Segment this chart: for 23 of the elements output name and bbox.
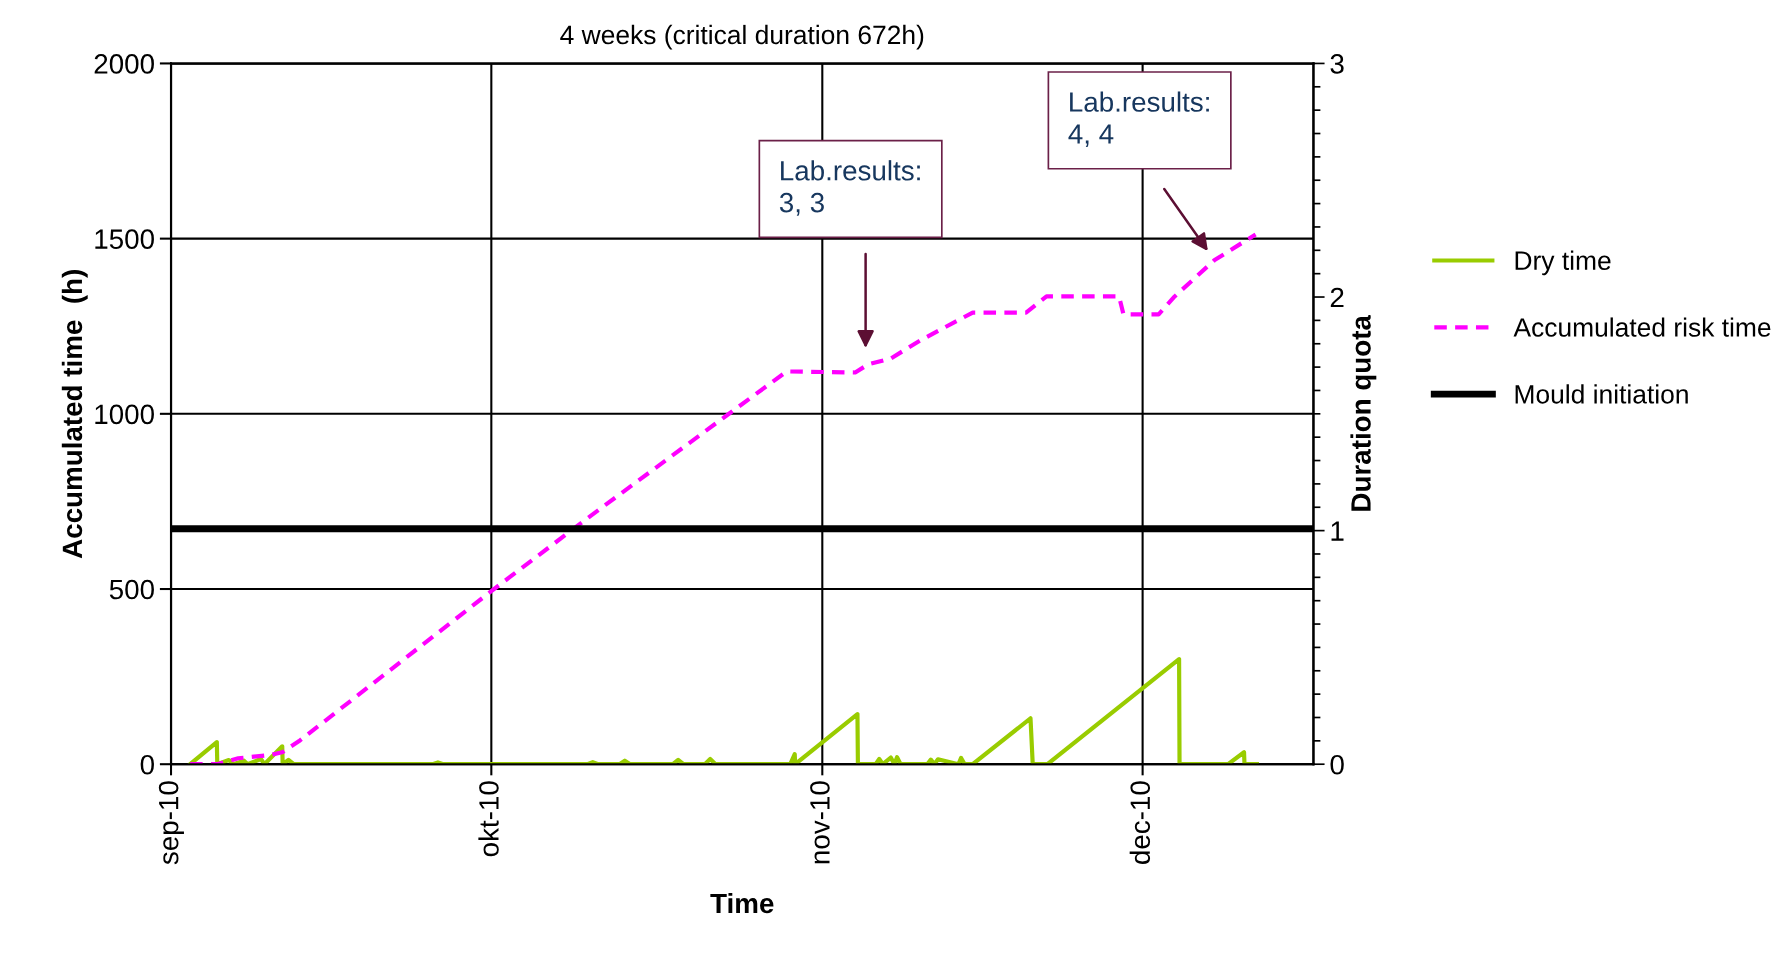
x-tick-label: dec-10 [1129,781,1151,864]
y2-tick-label: 2 [1330,287,1344,308]
line-series [188,232,1258,765]
chart-title: 4 weeks (critical duration 672h) [560,24,924,50]
y-tick-label: 1500 [95,229,154,249]
y2-tick-label: 0 [1330,754,1344,775]
x-tick-label: okt-10 [478,781,499,857]
x-axis-title: Time [710,892,774,914]
y-tick-label: 500 [109,579,154,600]
legend-label: Mould initiation [1515,384,1688,404]
legend-label: Accumulated risk time [1513,317,1771,337]
y2-tick-label: 1 [1331,521,1344,541]
y2-tick-label: 3 [1330,54,1344,74]
legend-label: Dry time [1515,250,1611,276]
y-tick-label: 0 [140,754,154,775]
x-tick-label: sep-10 [158,781,184,865]
y2-axis-title: Duration quota [1350,314,1377,511]
y-axis-title: Accumulated time (h) [61,270,88,559]
x-tick-label: nov-10 [810,781,830,864]
annotation: Lab.results: 4, 4 [1068,91,1209,148]
y-tick-label: 1000 [95,404,154,425]
y-tick-label: 2000 [94,54,154,74]
annotation: Lab.results: 3, 3 [779,160,920,216]
